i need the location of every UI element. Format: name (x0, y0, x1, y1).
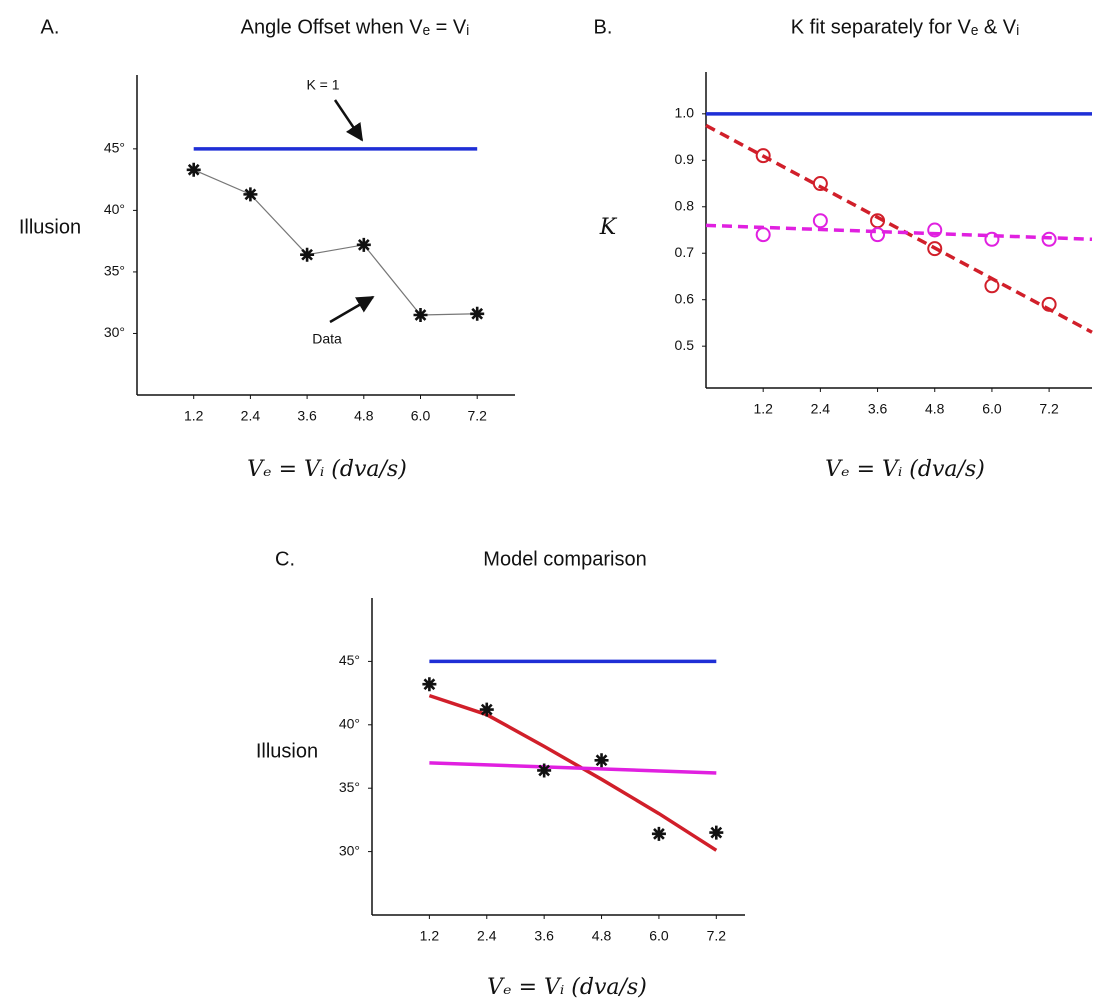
star-marker (413, 308, 428, 322)
x-tick-label: 1.2 (753, 401, 773, 417)
x-tick-label: 1.2 (184, 408, 204, 424)
circle-marker (984, 231, 1000, 247)
star-marker (594, 753, 609, 768)
x-tick-label: 6.0 (649, 928, 669, 944)
x-tick-label: 2.4 (477, 928, 497, 944)
x-tick-label: 6.0 (411, 408, 431, 424)
panel-label: C. (275, 548, 295, 570)
x-tick-label: 1.2 (420, 928, 440, 944)
series-line (705, 123, 1093, 334)
y-tick-label: 0.8 (675, 197, 695, 213)
x-tick-label: 2.4 (811, 401, 831, 417)
x-tick-label: 7.2 (1039, 401, 1059, 417)
x-axis-label: Vₑ = Vᵢ (dva/s) (825, 457, 985, 482)
y-tick-label: 30° (104, 324, 125, 340)
circle-marker (984, 278, 1000, 294)
y-tick-label: 1.0 (675, 105, 695, 121)
panel-label: A. (41, 16, 60, 38)
x-tick-label: 7.2 (467, 408, 487, 424)
circle-marker (927, 222, 943, 238)
x-tick-label: 3.6 (297, 408, 317, 424)
circle-marker (755, 148, 771, 164)
x-tick-label: 3.6 (534, 928, 554, 944)
chart-title: K fit separately for Vₑ & Vᵢ (791, 16, 1019, 38)
star-marker (422, 677, 437, 692)
star-marker (537, 763, 552, 778)
y-axis-label: K (599, 215, 618, 240)
annotation: K = 1 (306, 77, 339, 93)
y-tick-label: 45° (104, 140, 125, 156)
x-tick-label: 4.8 (354, 408, 374, 424)
circle-marker (755, 227, 771, 243)
y-tick-label: 30° (339, 842, 360, 858)
x-tick-label: 3.6 (868, 401, 888, 417)
star-marker (186, 162, 201, 177)
annotation-arrow (329, 295, 375, 324)
circle-marker (812, 213, 828, 229)
circle-marker (1041, 296, 1057, 312)
star-marker (709, 825, 724, 840)
series-line (705, 223, 1093, 242)
y-tick-label: 0.5 (675, 337, 695, 353)
x-tick-label: 4.8 (925, 401, 945, 417)
star-marker (479, 702, 494, 717)
x-tick-label: 7.2 (707, 928, 727, 944)
panel-label: B. (594, 16, 613, 38)
x-axis-label: Vₑ = Vᵢ (dva/s) (487, 975, 647, 999)
series-line (429, 761, 717, 775)
star-marker (300, 247, 315, 262)
series-line (428, 693, 718, 852)
x-tick-label: 2.4 (241, 408, 261, 424)
y-tick-label: 45° (339, 652, 360, 668)
x-tick-label: 6.0 (982, 401, 1002, 417)
x-tick-label: 4.8 (592, 928, 612, 944)
circle-marker (927, 241, 943, 257)
x-axis-label: Vₑ = Vᵢ (dva/s) (247, 457, 407, 482)
chart-title: Angle Offset when Vₑ = Vᵢ (241, 16, 470, 38)
y-tick-label: 40° (104, 201, 125, 217)
y-tick-label: 0.9 (675, 151, 695, 167)
annotation: Data (312, 331, 342, 347)
y-tick-label: 35° (104, 263, 125, 279)
star-marker (470, 306, 485, 321)
y-tick-label: 40° (339, 716, 360, 732)
y-axis-label: Illusion (19, 216, 81, 238)
star-marker (243, 187, 258, 202)
y-axis-label: Illusion (256, 740, 318, 762)
star-marker (651, 826, 666, 841)
annotation-arrow (333, 99, 364, 142)
y-tick-label: 35° (339, 779, 360, 795)
circle-marker (812, 176, 828, 192)
circle-marker (870, 227, 886, 243)
y-tick-label: 0.6 (675, 290, 695, 306)
star-marker (356, 237, 371, 252)
circle-marker (1041, 231, 1057, 247)
chart-title: Model comparison (483, 548, 646, 570)
y-tick-label: 0.7 (675, 244, 695, 260)
series-line (193, 169, 478, 316)
